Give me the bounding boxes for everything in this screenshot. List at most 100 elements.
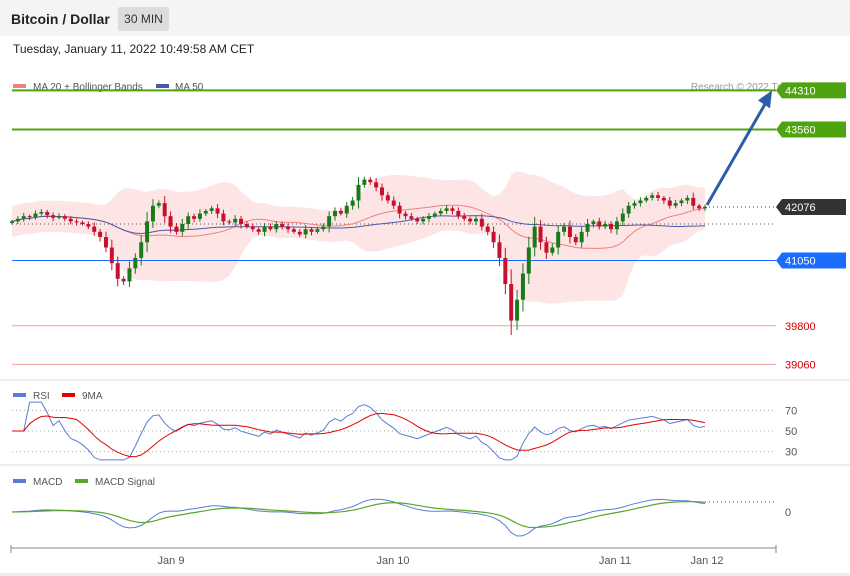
- candle-body: [115, 263, 120, 279]
- candle-body: [620, 213, 625, 222]
- candle-body: [203, 210, 208, 214]
- candle-body: [456, 210, 461, 217]
- candle-body: [103, 237, 108, 248]
- rsi-ma-legend-label: 9MA: [82, 391, 103, 402]
- candle-body: [497, 242, 502, 258]
- instrument-title: Bitcoin / Dollar: [11, 11, 110, 27]
- candle-body: [139, 242, 144, 258]
- candle-body: [644, 197, 649, 201]
- candle-body: [397, 205, 402, 214]
- candle-body: [579, 231, 584, 243]
- candle-body: [685, 197, 690, 201]
- candle-body: [450, 208, 455, 211]
- candle-body: [74, 221, 79, 223]
- candle-body: [421, 218, 426, 222]
- macd-line: [11, 498, 706, 537]
- candle-body: [27, 216, 32, 218]
- candle-body: [244, 224, 249, 227]
- candle-body: [186, 216, 191, 224]
- level-label-44310: 44310: [785, 85, 816, 97]
- rsi-tick-30: 30: [785, 447, 797, 459]
- candle-body: [391, 200, 396, 206]
- candle-body: [703, 206, 707, 209]
- candle-body: [368, 179, 373, 183]
- candle-body: [209, 208, 214, 211]
- candle-body: [356, 184, 361, 201]
- candle-body: [168, 216, 173, 227]
- candle-body: [614, 221, 619, 230]
- candle-body: [379, 187, 384, 196]
- candle-body: [274, 224, 279, 230]
- candle-body: [385, 195, 390, 201]
- x-tick-label-0: Jan 9: [158, 555, 185, 567]
- candle-body: [473, 218, 478, 222]
- candle-body: [562, 226, 567, 232]
- ma50-legend-swatch: [156, 84, 169, 88]
- timestamp: Tuesday, January 11, 2022 10:49:58 AM CE…: [13, 42, 255, 56]
- bollinger-band: [12, 171, 705, 304]
- forecast-arrow-head: [758, 90, 772, 109]
- candle-body: [233, 218, 238, 223]
- candle-body: [239, 218, 244, 224]
- rsi-legend-label: RSI: [33, 391, 50, 402]
- candle-body: [503, 257, 508, 285]
- candle-body: [491, 231, 496, 243]
- level-label-43560: 43560: [785, 125, 816, 137]
- candle-body: [315, 229, 320, 232]
- panel-divider-rsi: [0, 379, 850, 381]
- candle-body: [145, 221, 150, 243]
- candle-body: [15, 218, 20, 222]
- candle-body: [362, 179, 367, 185]
- candle-body: [661, 197, 666, 201]
- candle-body: [550, 247, 555, 253]
- candle-body: [444, 208, 449, 211]
- candle-body: [86, 224, 91, 227]
- candle-body: [68, 218, 73, 222]
- macd-legend-swatch: [13, 479, 26, 483]
- current-price-tag: [776, 198, 846, 215]
- candle-body: [268, 226, 273, 230]
- candle-body: [515, 299, 520, 321]
- candle-body: [39, 211, 44, 214]
- candle-body: [544, 242, 549, 253]
- candle-body: [438, 210, 443, 214]
- candle-body: [227, 221, 232, 223]
- macd-signal-legend-swatch: [75, 479, 88, 483]
- candle-body: [33, 213, 38, 218]
- candle-body: [697, 205, 702, 209]
- timeframe-button[interactable]: 30 MIN: [118, 7, 169, 31]
- candle-body: [309, 229, 314, 232]
- candle-body: [321, 226, 326, 230]
- candle-body: [338, 210, 343, 214]
- candle-body: [51, 215, 56, 218]
- candle-body: [403, 213, 408, 217]
- candle-body: [462, 216, 467, 219]
- rsi-tick-50: 50: [785, 426, 797, 438]
- macd-signal-line: [11, 501, 706, 529]
- candle-body: [121, 278, 126, 282]
- candle-body: [597, 221, 602, 227]
- macd-legend-label: MACD: [33, 477, 62, 488]
- macd-zero-tick: 0: [785, 507, 791, 519]
- current-price-label: 42076: [785, 202, 816, 214]
- candle-body: [656, 195, 661, 198]
- candle-body: [280, 224, 285, 227]
- candle-body: [426, 216, 431, 219]
- level-label-39060: 39060: [785, 359, 816, 371]
- candle-body: [532, 226, 537, 248]
- level-tag-41050: [776, 252, 846, 269]
- x-tick-label-3: Jan 12: [690, 555, 723, 567]
- candle-body: [344, 205, 349, 214]
- candle-body: [192, 216, 197, 219]
- candle-body: [591, 221, 596, 224]
- candle-body: [80, 222, 85, 224]
- candle-body: [10, 221, 14, 223]
- candle-body: [174, 226, 179, 232]
- candle-body: [56, 216, 61, 218]
- credit-text: Research © 2022 Trading Central: [691, 82, 840, 93]
- candle-body: [197, 213, 202, 219]
- candle-body: [109, 247, 114, 264]
- candle-body: [333, 210, 338, 217]
- candle-body: [374, 182, 379, 188]
